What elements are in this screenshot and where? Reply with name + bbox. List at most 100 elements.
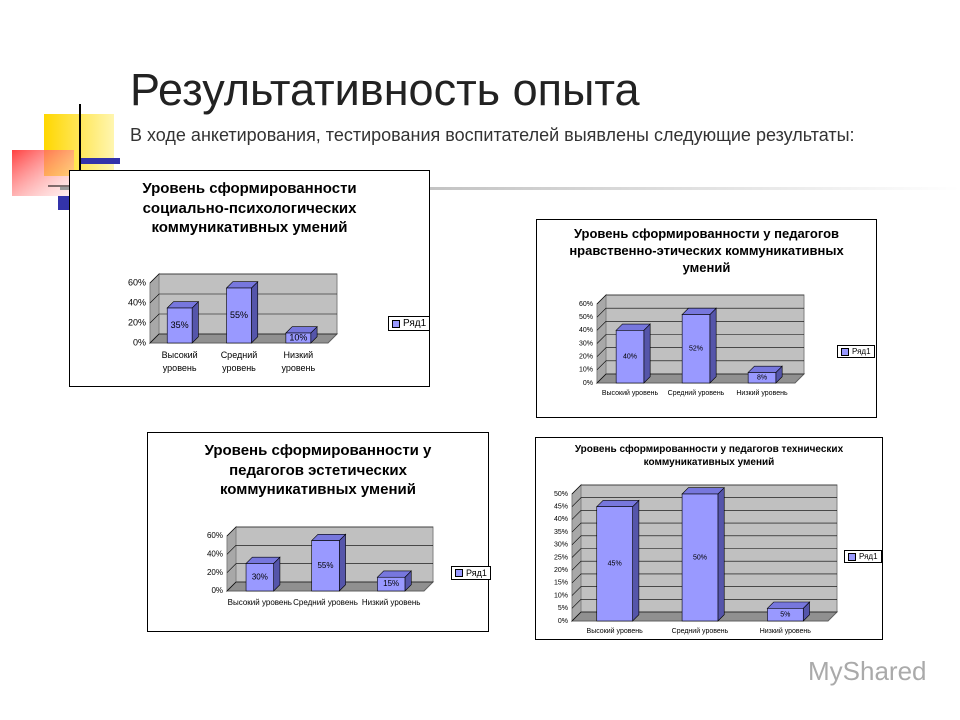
x-tick-label: Низкий уровень xyxy=(736,390,788,397)
blue-bar xyxy=(80,158,120,164)
chart-title: Уровень сформированности у педагогов нра… xyxy=(569,226,844,275)
x-tick-label: Низкий уровень xyxy=(759,628,811,635)
y-tick-label: 60% xyxy=(128,277,146,287)
grid-line xyxy=(571,535,837,546)
bar-top xyxy=(596,500,640,507)
slide-title: Результативность опыта xyxy=(130,64,640,115)
bar-side xyxy=(717,486,725,622)
grid-line xyxy=(149,273,337,284)
value-label: 45% xyxy=(608,561,622,568)
grid-line xyxy=(571,560,837,571)
bar xyxy=(747,372,777,384)
y-tick-label: 0% xyxy=(558,618,568,625)
x-tick-label: Высокий уровень xyxy=(161,350,198,373)
y-tick-label: 35% xyxy=(554,529,568,536)
bar-top xyxy=(615,323,651,331)
legend-label: Ряд1 xyxy=(859,552,878,561)
side-wall xyxy=(149,272,160,345)
y-tick-label: 50% xyxy=(579,314,593,321)
y-tick-label: 20% xyxy=(579,354,593,361)
legend-swatch xyxy=(848,552,856,561)
grid-line xyxy=(571,573,837,584)
y-tick-label: 20% xyxy=(207,568,223,577)
x-tick-label: Средний уровень xyxy=(220,350,258,373)
y-tick-label: 20% xyxy=(128,317,146,327)
x-tick-label: Низкий уровень xyxy=(281,350,316,373)
bar-top xyxy=(310,533,347,541)
x-tick-label: Средний уровень xyxy=(293,598,358,607)
bar-top xyxy=(681,307,717,315)
grid-line xyxy=(571,586,837,596)
bar-side xyxy=(643,323,651,384)
y-tick-label: 50% xyxy=(554,491,568,498)
bar xyxy=(285,332,312,344)
x-tick-label: Низкий уровень xyxy=(361,598,421,607)
value-label: 8% xyxy=(757,375,767,382)
bar-top xyxy=(245,556,281,564)
value-label: 10% xyxy=(289,332,307,342)
y-tick-label: 0% xyxy=(583,380,593,387)
grid-line xyxy=(596,347,804,357)
value-label: 52% xyxy=(689,346,703,353)
grid-line xyxy=(571,548,837,558)
y-tick-label: 25% xyxy=(554,554,568,561)
watermark: MyShared xyxy=(808,656,927,686)
bar-top xyxy=(766,601,811,609)
legend-swatch xyxy=(455,569,463,577)
x-tick-label: Средний уровень xyxy=(671,628,729,635)
chart: Уровень сформированности у педагогов нра… xyxy=(536,219,877,418)
x-tick-label: Высокий уровень xyxy=(227,598,292,607)
bar xyxy=(681,493,719,622)
chart: Уровень сформированности у педагогов тех… xyxy=(535,437,883,640)
grid-line xyxy=(149,293,337,304)
bar-side xyxy=(191,300,199,344)
grid-line xyxy=(226,526,433,537)
grid-line xyxy=(571,497,837,507)
y-tick-label: 5% xyxy=(558,605,568,612)
value-label: 35% xyxy=(171,320,189,330)
bar-side xyxy=(338,533,346,592)
legend-swatch xyxy=(392,319,400,328)
y-tick-label: 45% xyxy=(554,504,568,511)
plot: 0% 10% 20% 30% 40% 50% 60% 40% 52% 8% xyxy=(579,293,806,387)
value-label: 55% xyxy=(317,561,333,570)
plot: 0% 5% 10% 15% 20% 25% 30% 35% 40% 45% 50% 45% 50% 5% xyxy=(554,483,839,625)
y-tick-label: 60% xyxy=(579,301,593,308)
legend-swatch xyxy=(841,347,849,356)
y-tick-label: 20% xyxy=(554,567,568,574)
bar xyxy=(596,506,633,622)
y-tick-label: 10% xyxy=(579,367,593,374)
grid-line xyxy=(149,313,337,324)
grid-line xyxy=(226,545,433,555)
y-tick-label: 0% xyxy=(133,337,146,347)
bar-side xyxy=(632,499,640,622)
grid-line xyxy=(571,522,837,533)
plot: 0% 20% 40% 60% 35% 55% 10% xyxy=(128,272,339,347)
grid-line xyxy=(226,581,433,592)
value-label: 30% xyxy=(252,572,268,581)
x-tick-label: Высокий уровень xyxy=(586,628,643,635)
chart: Уровень сформированности у педагогов эст… xyxy=(147,432,491,632)
blue-square xyxy=(58,196,72,210)
y-tick-label: 40% xyxy=(554,516,568,523)
value-label: 5% xyxy=(780,611,790,618)
bar-side xyxy=(251,280,259,344)
y-tick-label: 30% xyxy=(554,542,568,549)
x-tick-label: Высокий уровень xyxy=(601,390,659,397)
bar xyxy=(767,608,804,622)
grid-line xyxy=(571,611,837,622)
grid-line xyxy=(226,563,433,573)
plot: 0% 20% 40% 60% 30% 55% 15% xyxy=(207,525,435,595)
chart-title: Уровень сформированности у педагогов тех… xyxy=(574,444,844,468)
y-tick-label: 30% xyxy=(579,340,593,347)
chart: Уровень сформированности социально-психо… xyxy=(69,170,431,387)
value-label: 50% xyxy=(693,554,707,561)
slide-subtitle: В ходе анкетирования, тестирования воспи… xyxy=(130,125,855,145)
legend-label: Ряд1 xyxy=(403,318,427,329)
chart-title: Уровень сформированности социально-психо… xyxy=(142,180,357,236)
value-label: 55% xyxy=(230,310,248,320)
y-tick-label: 40% xyxy=(579,327,593,334)
y-tick-label: 60% xyxy=(207,531,223,540)
bar xyxy=(245,563,274,592)
y-tick-label: 0% xyxy=(211,586,223,595)
